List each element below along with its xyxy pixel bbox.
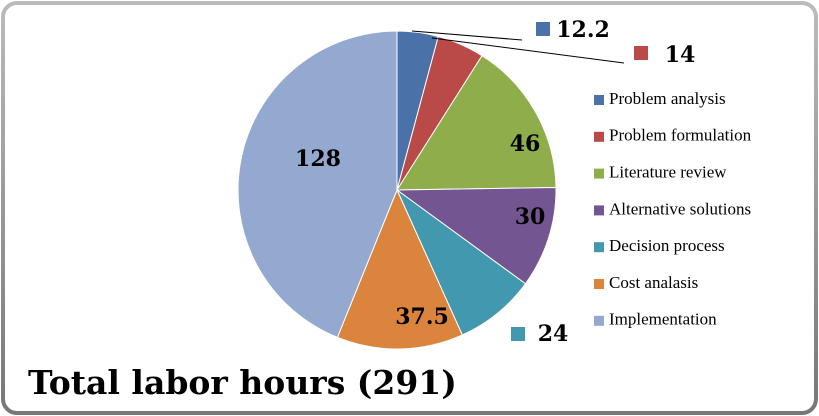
legend-swatch xyxy=(594,168,604,179)
pie-slice xyxy=(395,187,557,285)
data-label: 46 xyxy=(510,131,541,157)
pie-slice xyxy=(336,188,463,350)
data-label: 24 xyxy=(538,321,569,347)
data-label: 37.5 xyxy=(395,304,449,330)
legend-swatch xyxy=(594,242,604,253)
data-label: 128 xyxy=(295,146,341,172)
legend-label: Problem analysis xyxy=(609,89,726,108)
legend-swatch xyxy=(594,279,604,289)
legend-swatch xyxy=(594,131,604,142)
data-label: 14 xyxy=(665,42,696,68)
legend-label: Cost analasis xyxy=(609,273,698,292)
pie-slice xyxy=(237,30,398,339)
label-key xyxy=(511,327,525,341)
legend-label: Implementation xyxy=(609,310,717,329)
label-key xyxy=(536,22,550,36)
data-label: 12.2 xyxy=(556,17,610,43)
legend-swatch xyxy=(594,205,604,216)
legend-swatch xyxy=(594,95,604,105)
data-label: 30 xyxy=(515,204,546,230)
legend-swatch xyxy=(594,315,604,326)
legend-label: Literature review xyxy=(609,163,727,182)
legend-label: Alternative solutions xyxy=(609,199,751,218)
pie-slice xyxy=(396,54,557,191)
legend-label: Decision process xyxy=(609,236,725,255)
leader-line xyxy=(431,37,625,64)
leader-line xyxy=(411,30,523,41)
legend-label: Problem formulation xyxy=(609,126,752,145)
chart-title: Total labor hours (291) xyxy=(28,363,457,402)
label-key xyxy=(634,46,648,60)
